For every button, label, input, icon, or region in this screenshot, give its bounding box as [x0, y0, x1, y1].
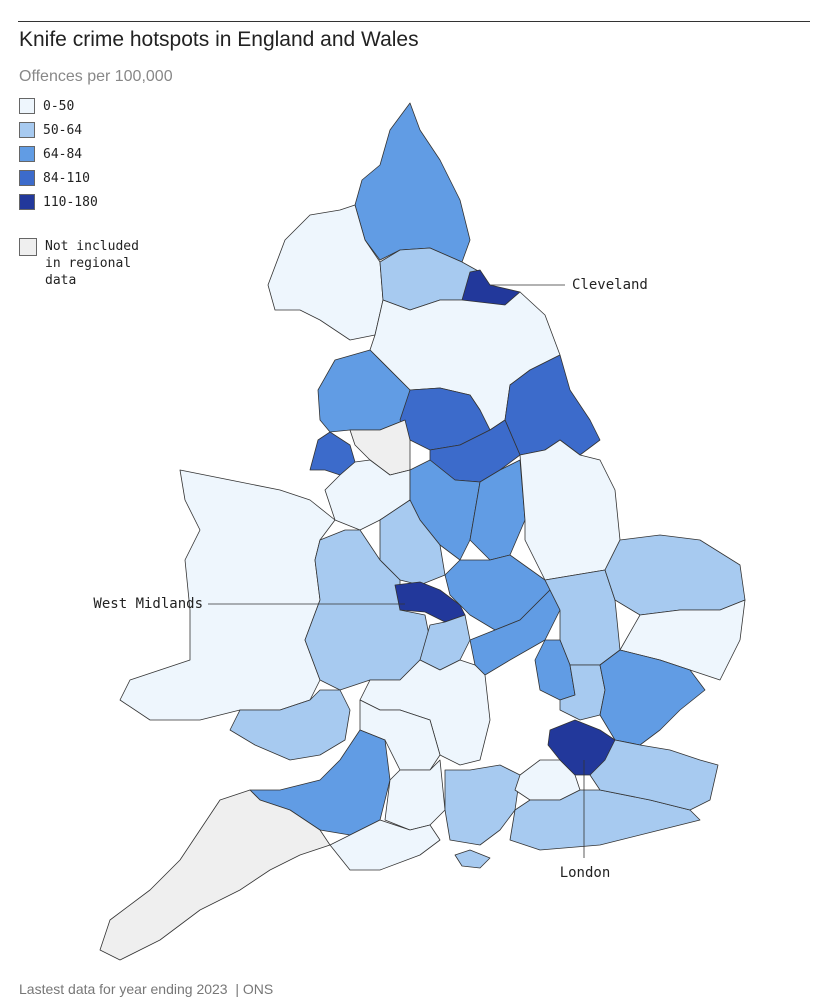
region	[329, 819, 441, 871]
region	[99, 789, 331, 961]
legend-label: 110-180	[43, 194, 98, 210]
legend-swatch	[19, 170, 35, 186]
region	[469, 459, 526, 561]
regions	[99, 102, 746, 961]
legend-label: 0-50	[43, 98, 75, 114]
legend-item: 50-64	[19, 118, 98, 142]
legend-swatch	[19, 98, 35, 114]
footer-note: Lastest data for year ending 2023	[19, 981, 228, 997]
region	[229, 689, 351, 761]
legend-item: 84-110	[19, 166, 98, 190]
legend-item: 64-84	[19, 142, 98, 166]
legend-swatch	[19, 122, 35, 138]
callout-label: Cleveland	[572, 277, 648, 293]
region	[119, 469, 336, 721]
legend-title: Offences per 100,000	[19, 68, 173, 85]
legend-label: Not included in regional data	[45, 239, 139, 288]
footer: Lastest data for year ending 2023 | ONS	[19, 981, 274, 997]
callout-label: London	[560, 865, 611, 881]
legend-swatch	[19, 238, 37, 256]
legend-swatch	[19, 194, 35, 210]
callout-label: West Midlands	[93, 596, 203, 612]
not-included: Not included in regional data	[19, 238, 155, 289]
legend: 0-50 50-64 64-84 84-110 110-180	[19, 94, 98, 214]
legend-label: 50-64	[43, 122, 83, 138]
region	[519, 439, 621, 581]
region	[384, 759, 446, 831]
legend-label: 64-84	[43, 146, 83, 162]
region	[604, 534, 746, 616]
region	[454, 849, 491, 869]
legend-item: 110-180	[19, 190, 98, 214]
region	[354, 102, 471, 263]
legend-item: 0-50	[19, 94, 98, 118]
footer-source: ONS	[242, 981, 274, 997]
top-rule	[18, 21, 810, 22]
legend-label: 84-110	[43, 170, 90, 186]
region	[547, 719, 616, 776]
region	[599, 649, 706, 746]
legend-swatch	[19, 146, 35, 162]
region	[444, 764, 521, 846]
title: Knife crime hotspots in England and Wale…	[19, 28, 419, 51]
callouts: Cleveland West Midlands London	[93, 277, 647, 881]
region	[589, 739, 719, 811]
